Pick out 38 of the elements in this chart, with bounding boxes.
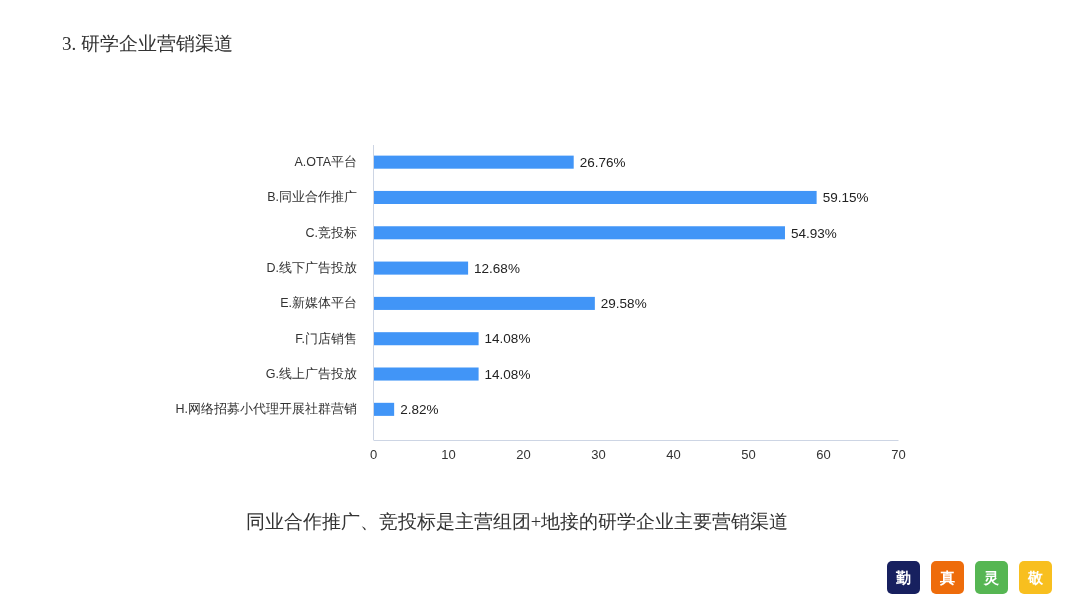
bar [373, 226, 785, 240]
x-tick-label: 0 [369, 447, 378, 463]
bar [373, 155, 574, 169]
x-tick-label: 30 [591, 447, 606, 463]
data-label: 29.58% [600, 296, 647, 312]
data-label: 54.93% [790, 225, 837, 241]
y-tick-label: B.同业合作推广 [267, 190, 357, 205]
square-tile: 敬 [1019, 561, 1052, 594]
text: 同业合作推广、竞投标是主营组团+地接的研学企业主要营销渠道 [245, 511, 789, 532]
square-tile: 勤 [887, 561, 920, 594]
y-tick-label: G.线上广告投放 [265, 367, 357, 382]
y-tick-label: D.线下广告投放 [266, 261, 357, 276]
y-tick-label: C.竞投标 [305, 225, 357, 240]
data-label: 14.08% [484, 331, 531, 347]
y-tick-label: E.新媒体平台 [280, 296, 357, 311]
data-label: 2.82% [400, 402, 439, 418]
bar [373, 261, 469, 275]
x-tick-label: 70 [891, 447, 906, 463]
y-tick-label: A.OTA平台 [294, 155, 357, 170]
data-label: 26.76% [579, 154, 626, 170]
data-label: 14.08% [484, 366, 531, 382]
bar [373, 332, 479, 346]
text: 3. 研学企业营销渠道 [62, 33, 233, 54]
x-tick-label: 60 [816, 447, 831, 463]
x-tick-label: 20 [516, 447, 531, 463]
y-tick-label: F.门店销售 [295, 330, 357, 346]
bar [373, 190, 817, 204]
y-tick-label: H.网络招募小代理开展社群营销 [175, 402, 357, 417]
x-tick-label: 40 [666, 447, 681, 463]
x-tick-label: 50 [741, 447, 756, 463]
data-label: 12.68% [474, 260, 520, 276]
x-tick-label: 10 [441, 447, 456, 463]
bar [373, 367, 479, 381]
square-tile: 灵 [975, 561, 1008, 594]
bar [373, 402, 395, 416]
square-tile: 真 [931, 561, 964, 594]
bar [373, 296, 595, 310]
data-label: 59.15% [822, 190, 869, 206]
